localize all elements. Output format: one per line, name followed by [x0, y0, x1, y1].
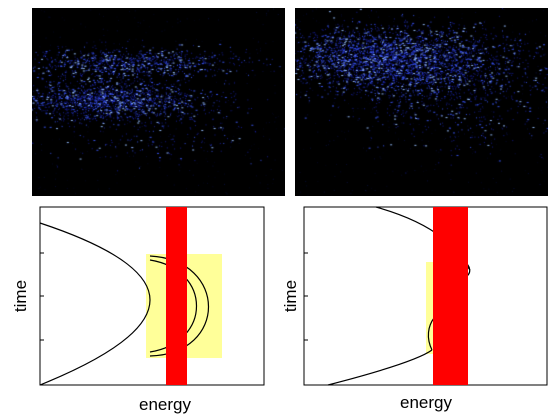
energy-gate	[433, 207, 468, 385]
intensity-image-right	[295, 8, 548, 196]
acceptance-window	[426, 262, 435, 354]
y-axis-ticks	[304, 252, 308, 341]
time-energy-diagram-left: energy time	[11, 206, 265, 414]
inner-loop	[427, 317, 435, 351]
outer-curve	[39, 222, 151, 386]
outer-curve-bottom	[327, 349, 433, 386]
x-axis-label: energy	[400, 393, 452, 412]
y-axis-ticks	[40, 252, 44, 341]
intensity-image-right-canvas	[295, 8, 548, 196]
plot-frame	[303, 206, 548, 386]
y-axis-label: time	[281, 280, 300, 312]
y-axis-label: time	[11, 280, 30, 312]
time-energy-diagram-right: energy time	[281, 206, 548, 412]
x-axis-label: energy	[139, 395, 191, 414]
intensity-image-left-canvas	[32, 8, 285, 196]
energy-gate	[166, 207, 187, 385]
intensity-image-left	[32, 8, 285, 196]
